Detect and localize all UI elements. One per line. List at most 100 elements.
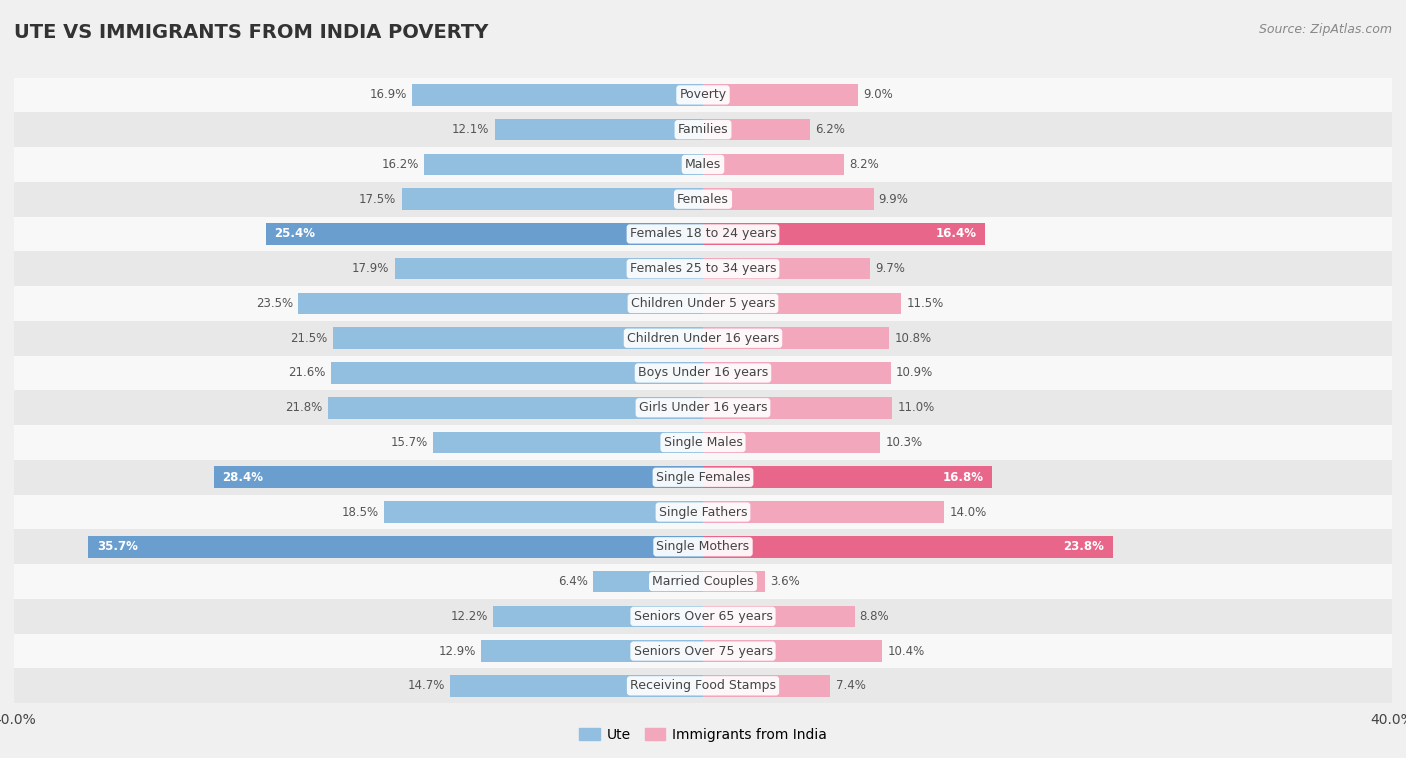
Bar [14, 460, 1392, 495]
Text: Source: ZipAtlas.com: Source: ZipAtlas.com [1258, 23, 1392, 36]
Text: 25.4%: 25.4% [274, 227, 315, 240]
Text: 9.0%: 9.0% [863, 89, 893, 102]
Bar [14, 182, 1392, 217]
Text: 8.2%: 8.2% [849, 158, 879, 171]
Bar [703, 189, 873, 210]
Text: 7.4%: 7.4% [835, 679, 866, 692]
Bar [402, 189, 703, 210]
Text: 11.5%: 11.5% [907, 297, 943, 310]
Text: 35.7%: 35.7% [97, 540, 138, 553]
Text: 15.7%: 15.7% [391, 436, 427, 449]
Bar [703, 432, 880, 453]
Bar [14, 252, 1392, 286]
Bar [703, 641, 882, 662]
Bar [14, 564, 1392, 599]
Bar [14, 147, 1392, 182]
Text: 10.9%: 10.9% [896, 366, 934, 380]
Text: 6.2%: 6.2% [815, 124, 845, 136]
Text: 23.5%: 23.5% [256, 297, 292, 310]
Text: 28.4%: 28.4% [222, 471, 263, 484]
Text: Single Females: Single Females [655, 471, 751, 484]
Text: 12.1%: 12.1% [453, 124, 489, 136]
Bar [14, 390, 1392, 425]
Bar [703, 501, 945, 523]
Bar [703, 258, 870, 280]
Bar [703, 84, 858, 105]
Bar [703, 293, 901, 315]
Text: Poverty: Poverty [679, 89, 727, 102]
Bar [412, 84, 703, 105]
Text: 9.7%: 9.7% [875, 262, 905, 275]
Bar [703, 606, 855, 627]
Bar [703, 154, 844, 175]
Bar [703, 223, 986, 245]
Text: 16.9%: 16.9% [370, 89, 406, 102]
Text: UTE VS IMMIGRANTS FROM INDIA POVERTY: UTE VS IMMIGRANTS FROM INDIA POVERTY [14, 23, 488, 42]
Bar [703, 466, 993, 488]
Text: 10.8%: 10.8% [894, 332, 931, 345]
Text: Married Couples: Married Couples [652, 575, 754, 588]
Text: Receiving Food Stamps: Receiving Food Stamps [630, 679, 776, 692]
Text: 8.8%: 8.8% [859, 609, 890, 623]
Bar [450, 675, 703, 697]
Text: 14.7%: 14.7% [408, 679, 444, 692]
Text: 21.6%: 21.6% [288, 366, 326, 380]
Bar [703, 675, 831, 697]
Bar [433, 432, 703, 453]
Bar [89, 536, 703, 558]
Bar [703, 536, 1114, 558]
Text: 11.0%: 11.0% [897, 401, 935, 415]
Bar [384, 501, 703, 523]
Bar [298, 293, 703, 315]
Bar [328, 397, 703, 418]
Legend: Ute, Immigrants from India: Ute, Immigrants from India [579, 728, 827, 742]
Bar [703, 119, 810, 140]
Text: 10.3%: 10.3% [886, 436, 922, 449]
Bar [14, 495, 1392, 529]
Bar [14, 599, 1392, 634]
Bar [703, 327, 889, 349]
Bar [14, 669, 1392, 703]
Text: Families: Families [678, 124, 728, 136]
Text: Boys Under 16 years: Boys Under 16 years [638, 366, 768, 380]
Text: Males: Males [685, 158, 721, 171]
Text: 21.5%: 21.5% [290, 332, 328, 345]
Text: 17.9%: 17.9% [352, 262, 389, 275]
Text: 17.5%: 17.5% [359, 193, 396, 205]
Bar [14, 356, 1392, 390]
Text: Females 18 to 24 years: Females 18 to 24 years [630, 227, 776, 240]
Text: 21.8%: 21.8% [285, 401, 322, 415]
Text: Seniors Over 75 years: Seniors Over 75 years [634, 644, 772, 657]
Text: 16.4%: 16.4% [936, 227, 977, 240]
Bar [703, 571, 765, 592]
Bar [703, 362, 891, 384]
Text: 3.6%: 3.6% [770, 575, 800, 588]
Text: Seniors Over 65 years: Seniors Over 65 years [634, 609, 772, 623]
Bar [214, 466, 703, 488]
Bar [330, 362, 703, 384]
Text: 18.5%: 18.5% [342, 506, 380, 518]
Bar [14, 529, 1392, 564]
Text: Single Fathers: Single Fathers [659, 506, 747, 518]
Text: 23.8%: 23.8% [1063, 540, 1104, 553]
Text: Children Under 5 years: Children Under 5 years [631, 297, 775, 310]
Text: Single Mothers: Single Mothers [657, 540, 749, 553]
Bar [425, 154, 703, 175]
Text: 16.2%: 16.2% [381, 158, 419, 171]
Bar [266, 223, 703, 245]
Bar [495, 119, 703, 140]
Text: 14.0%: 14.0% [949, 506, 987, 518]
Text: 9.9%: 9.9% [879, 193, 908, 205]
Text: Single Males: Single Males [664, 436, 742, 449]
Text: Girls Under 16 years: Girls Under 16 years [638, 401, 768, 415]
Bar [14, 634, 1392, 669]
Text: 12.9%: 12.9% [439, 644, 475, 657]
Bar [14, 286, 1392, 321]
Text: Children Under 16 years: Children Under 16 years [627, 332, 779, 345]
Text: Females: Females [678, 193, 728, 205]
Text: Females 25 to 34 years: Females 25 to 34 years [630, 262, 776, 275]
Bar [703, 397, 893, 418]
Bar [395, 258, 703, 280]
Bar [481, 641, 703, 662]
Bar [333, 327, 703, 349]
